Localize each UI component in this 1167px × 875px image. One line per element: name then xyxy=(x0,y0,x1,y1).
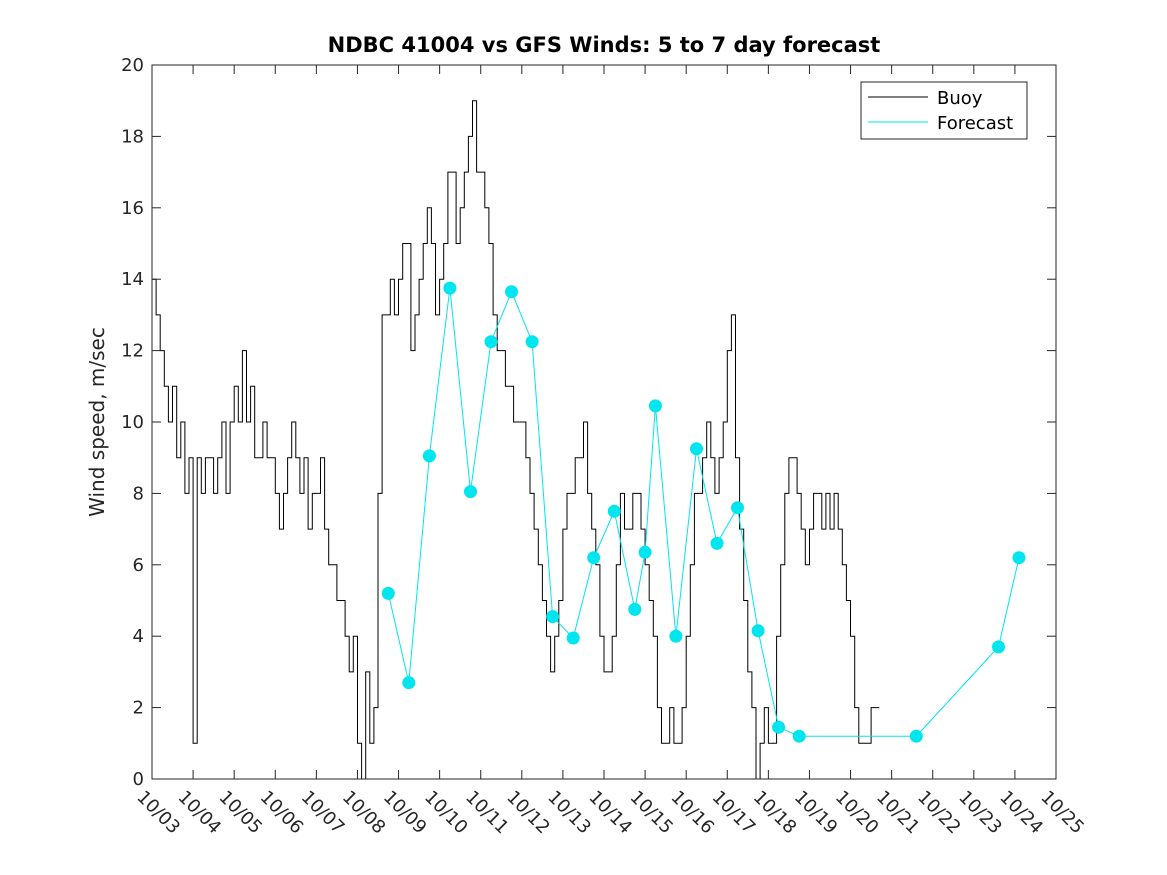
y-tick-label: 16 xyxy=(121,198,144,219)
forecast-marker xyxy=(422,449,436,463)
chart-title: NDBC 41004 vs GFS Winds: 5 to 7 day fore… xyxy=(328,33,881,57)
legend-box xyxy=(860,81,1028,140)
forecast-marker xyxy=(710,536,724,550)
buoy-series xyxy=(152,100,880,780)
y-tick-label: 4 xyxy=(133,626,144,647)
forecast-marker xyxy=(638,545,652,559)
y-tick-label: 14 xyxy=(121,269,144,290)
forecast-marker xyxy=(402,676,416,690)
forecast-marker xyxy=(587,551,601,565)
legend: Buoy Forecast xyxy=(860,81,1028,140)
y-tick-label: 10 xyxy=(121,412,144,433)
forecast-marker xyxy=(381,586,395,600)
forecast-marker xyxy=(464,485,477,499)
forecast-marker xyxy=(669,629,683,643)
y-tick-label: 18 xyxy=(121,126,144,147)
y-axis: 0 2 4 6 8 10 12 14 16 18 20 xyxy=(121,55,1056,790)
forecast-marker xyxy=(792,729,806,743)
forecast-series xyxy=(381,281,1026,743)
forecast-marker xyxy=(546,610,560,624)
forecast-marker xyxy=(525,335,539,349)
y-tick-label: 6 xyxy=(133,555,144,576)
y-tick-label: 8 xyxy=(133,483,144,504)
forecast-marker xyxy=(1012,551,1026,565)
legend-buoy-label: Buoy xyxy=(937,88,983,109)
forecast-marker xyxy=(731,501,744,515)
forecast-marker xyxy=(628,602,642,616)
y-tick-label: 0 xyxy=(133,769,144,790)
forecast-marker xyxy=(484,335,498,349)
forecast-marker xyxy=(443,281,457,295)
forecast-marker xyxy=(751,624,765,638)
forecast-marker xyxy=(992,640,1005,654)
legend-forecast-label: Forecast xyxy=(937,113,1013,134)
y-tick-label: 2 xyxy=(133,698,144,719)
y-tick-label: 20 xyxy=(121,55,144,76)
forecast-marker xyxy=(909,729,923,743)
y-tick-label: 12 xyxy=(121,341,144,362)
forecast-marker xyxy=(607,504,621,518)
forecast-marker xyxy=(772,720,786,734)
forecast-marker xyxy=(505,285,518,299)
forecast-marker xyxy=(690,442,703,456)
buoy-line xyxy=(152,100,880,780)
forecast-marker xyxy=(648,399,662,413)
forecast-marker xyxy=(566,631,580,645)
y-axis-label: Wind speed, m/sec xyxy=(85,327,109,517)
